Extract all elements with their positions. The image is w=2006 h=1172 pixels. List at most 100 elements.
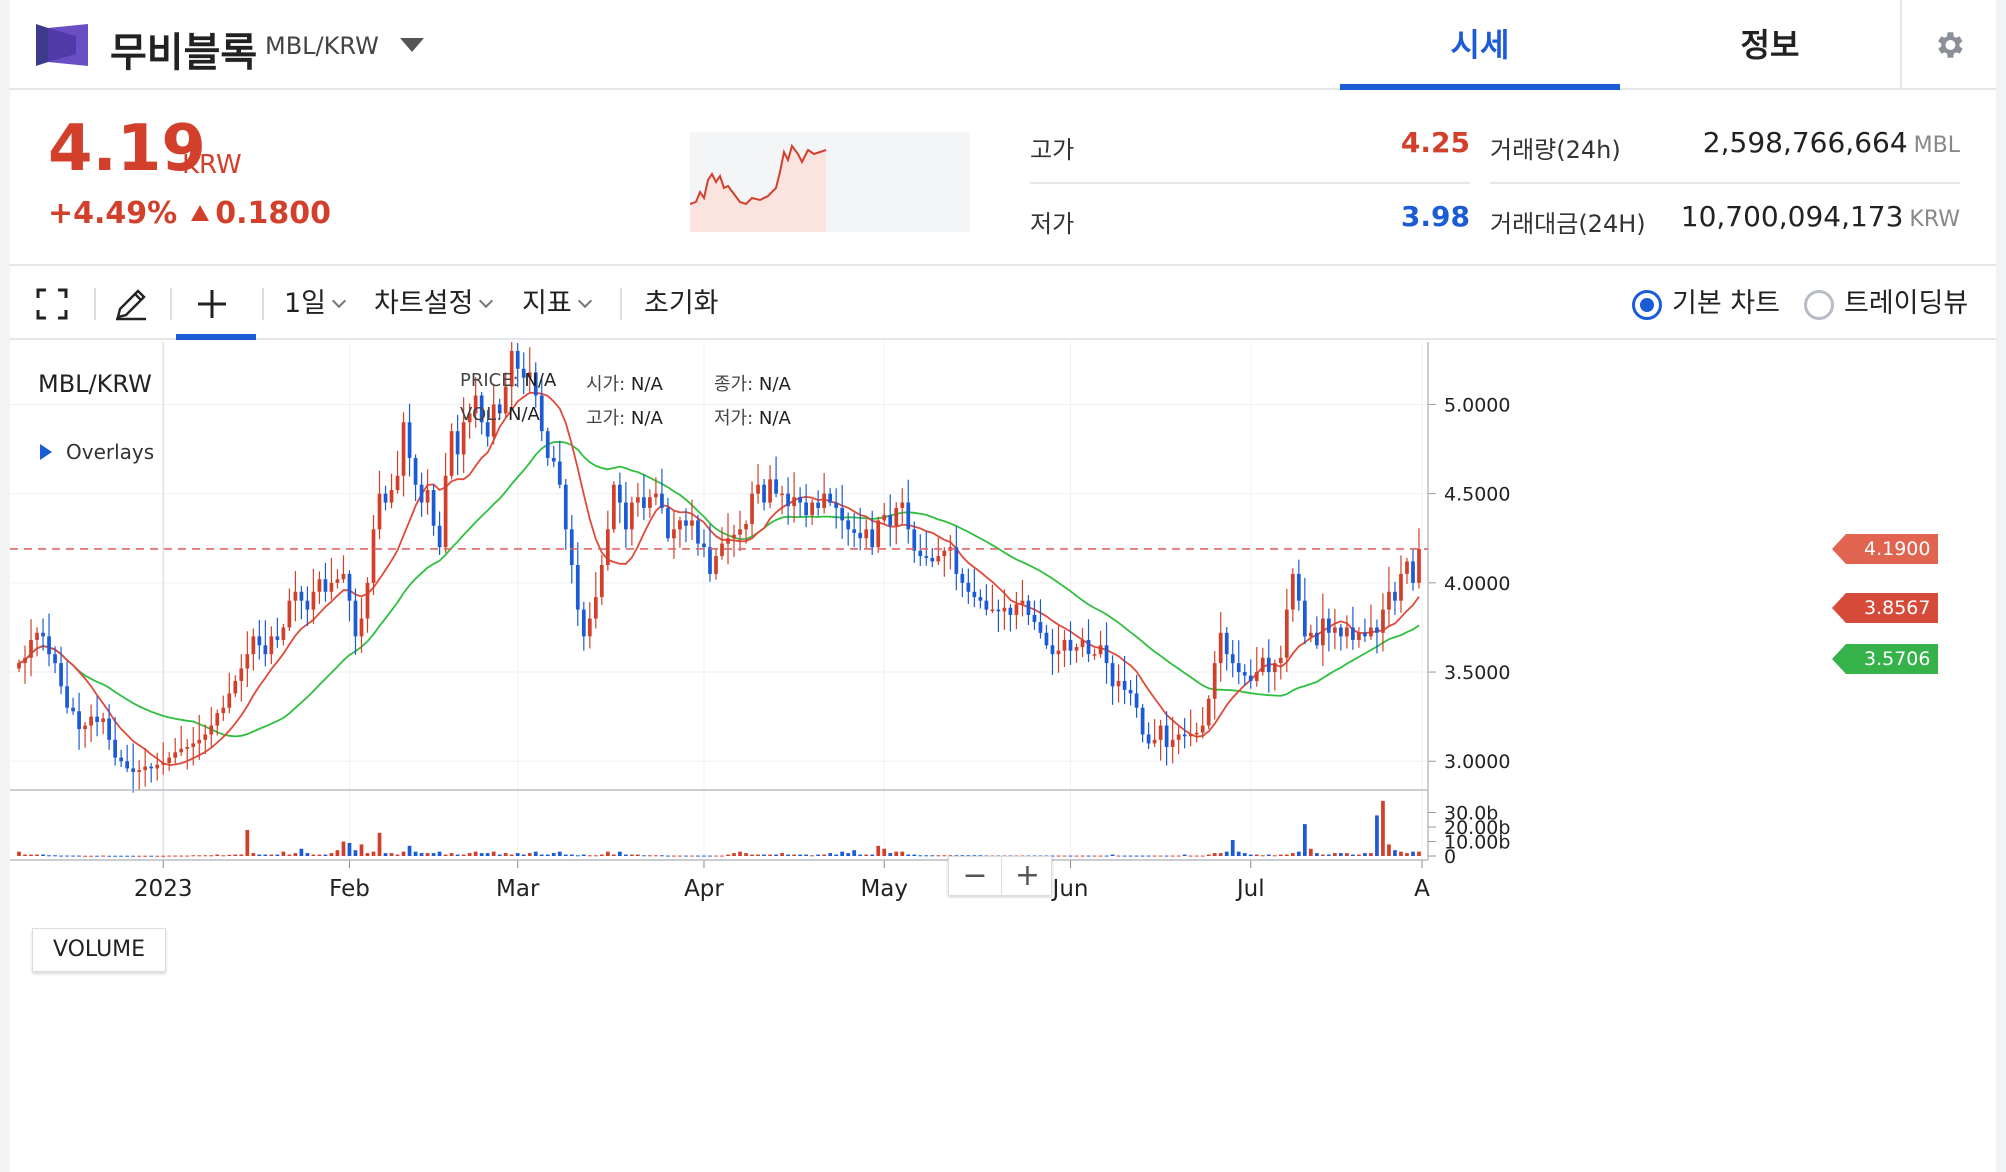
ma-long-line	[18, 440, 1420, 738]
volume-bar	[155, 855, 160, 857]
candle-body	[780, 493, 784, 496]
volume-bar	[563, 854, 568, 856]
volume-bar	[443, 854, 448, 856]
close-val: N/A	[758, 374, 791, 395]
tradingview-label[interactable]: 트레이딩뷰	[1844, 288, 1969, 319]
volume-bar	[1357, 854, 1361, 856]
volume-bar	[1134, 855, 1139, 857]
volume-bar	[53, 855, 57, 857]
volume-bar	[1188, 855, 1193, 857]
candle-body	[221, 707, 226, 714]
candle-body	[678, 520, 682, 530]
volume-bar	[287, 854, 292, 856]
interval-dropdown[interactable]: 1일	[284, 268, 347, 340]
low-val: N/A	[758, 408, 791, 429]
volume-bar	[816, 854, 821, 856]
chart-settings-dropdown[interactable]: 차트설정	[374, 268, 494, 340]
candle-body	[173, 752, 178, 758]
zoom-in-button[interactable]: +	[1001, 857, 1053, 897]
volume-bar	[1146, 855, 1151, 857]
sparkline	[690, 132, 970, 232]
volume-bar	[371, 851, 376, 856]
change-absolute: 0.1800	[215, 196, 331, 231]
coin-pair[interactable]: MBL/KRW	[265, 32, 379, 60]
candle-body	[972, 591, 977, 598]
candle-body	[876, 520, 881, 548]
volume-bar	[714, 855, 718, 857]
indicators-dropdown[interactable]: 지표	[522, 268, 592, 340]
volume-bar	[1351, 854, 1355, 856]
crosshair-button[interactable]	[196, 268, 236, 340]
tab-info[interactable]: 정보	[1740, 26, 1800, 64]
volume-bar	[341, 841, 346, 856]
volume-bar	[1248, 854, 1253, 856]
candle-body	[1044, 632, 1049, 646]
volume-bar	[918, 855, 923, 857]
candle-body	[1278, 657, 1283, 664]
volume-bar	[47, 855, 51, 857]
volume-bar	[497, 854, 502, 856]
price-chart[interactable]: 3.0000 3.5000 4.0000 4.5000 5.0000 2023 Feb Mar…	[10, 342, 1996, 1172]
open-val: N/A	[630, 374, 663, 395]
reset-button[interactable]: 초기화	[644, 288, 719, 319]
candle-body	[293, 591, 298, 601]
candle-body	[599, 565, 604, 598]
candle-body	[329, 582, 334, 592]
candle-body	[942, 550, 947, 557]
candle-body	[77, 711, 81, 730]
candle-body	[978, 597, 983, 601]
volume-bar	[1086, 855, 1091, 857]
volume-bar	[233, 854, 238, 856]
candle-body	[467, 413, 472, 423]
candle-body	[1405, 561, 1409, 574]
candle-body	[750, 493, 754, 524]
candle-body	[533, 372, 538, 396]
draw-button[interactable]	[114, 268, 154, 340]
volume-bar	[197, 855, 202, 857]
volume-bar	[1230, 840, 1235, 856]
volume-bar	[599, 854, 604, 856]
fullscreen-button[interactable]	[36, 268, 76, 340]
tab-price[interactable]: 시세	[1340, 0, 1620, 90]
candle-body	[371, 529, 376, 583]
zoom-out-button[interactable]: −	[962, 858, 988, 893]
candle-body	[521, 368, 526, 378]
candle-body	[894, 507, 899, 526]
volume-bar	[738, 851, 742, 856]
candle-body	[738, 529, 742, 535]
volume-bar	[750, 854, 754, 856]
candle-body	[744, 523, 748, 530]
candle-body	[317, 579, 322, 592]
tradingview-radio[interactable]	[1804, 290, 1834, 320]
volume-bar	[1284, 854, 1289, 856]
high-value: 4.25	[1400, 126, 1470, 159]
volume-bar	[419, 853, 424, 856]
candle-body	[257, 636, 262, 646]
candle-body	[1038, 622, 1043, 633]
volume-bar	[1092, 855, 1097, 857]
volume-bar	[1278, 854, 1283, 856]
pair-dropdown-icon[interactable]	[400, 38, 424, 52]
candle-body	[684, 520, 688, 526]
volume-bar	[125, 855, 130, 857]
volume-bar	[323, 854, 328, 856]
interval-label: 1일	[284, 288, 327, 319]
app-frame: 무비블록 MBL/KRW 시세 정보 4.19 KRW +4.49% 0.1800…	[10, 0, 1996, 1172]
vol-val: N/A	[508, 404, 540, 425]
settings-button[interactable]	[1900, 0, 1996, 90]
ma-long-path	[18, 440, 1420, 738]
volume-bar	[347, 842, 352, 856]
toolbar-divider	[620, 288, 622, 320]
volume-bar	[1260, 855, 1265, 857]
candle-body	[660, 493, 664, 508]
volume-bar	[1296, 851, 1301, 856]
basic-chart-radio[interactable]	[1632, 290, 1662, 320]
overlays-toggle[interactable]: Overlays	[40, 440, 154, 464]
candle-body	[89, 716, 93, 726]
candle-body	[215, 713, 220, 726]
volume-bar	[774, 854, 778, 856]
candle-body	[798, 497, 802, 503]
basic-chart-label[interactable]: 기본 차트	[1672, 288, 1780, 319]
amount-unit: KRW	[1909, 207, 1960, 232]
candle-body	[323, 579, 328, 592]
